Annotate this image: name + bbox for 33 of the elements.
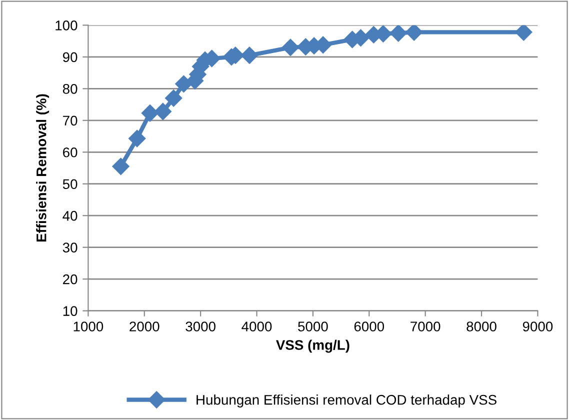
- y-tick-label: 90: [62, 52, 78, 62]
- y-tick-label: 30: [62, 242, 78, 253]
- x-tick-label: 5000: [298, 322, 328, 332]
- y-tick-label: 100: [56, 20, 78, 30]
- y-tick-label: 50: [62, 179, 78, 190]
- y-tick-label: 10: [63, 306, 78, 316]
- x-tick-label: 1000: [74, 322, 104, 332]
- x-tick-label: 2000: [130, 322, 160, 332]
- point: [515, 25, 532, 41]
- point: [240, 46, 258, 64]
- y-tick-label: 20: [63, 274, 78, 284]
- point: [282, 38, 300, 56]
- point: [165, 90, 182, 107]
- point: [141, 104, 159, 122]
- point: [175, 75, 192, 92]
- x-tick-label: 9000: [522, 322, 553, 332]
- point: [112, 158, 130, 175]
- point: [390, 25, 407, 42]
- x-tick-label: 4000: [242, 322, 272, 332]
- y-tick-label: 60: [63, 147, 78, 158]
- y-axis-title: Effisiensi Removal (%): [36, 94, 50, 242]
- point: [154, 102, 172, 120]
- x-axis-title: VSS (mg/L): [276, 340, 350, 353]
- point: [128, 130, 146, 148]
- point: [406, 25, 423, 41]
- legend-label: Hubungan Effisiensi removal COD terhadap VSS: [196, 394, 496, 408]
- y-tick-label: 80: [62, 84, 78, 94]
- x-tick-label: 8000: [466, 322, 496, 332]
- y-tick-label: 70: [63, 116, 78, 126]
- y-tick-label: 40: [62, 210, 78, 221]
- x-tick-label: 6000: [354, 322, 384, 332]
- x-tick-label: 7000: [410, 322, 440, 332]
- x-tick-label: 3000: [186, 322, 216, 332]
